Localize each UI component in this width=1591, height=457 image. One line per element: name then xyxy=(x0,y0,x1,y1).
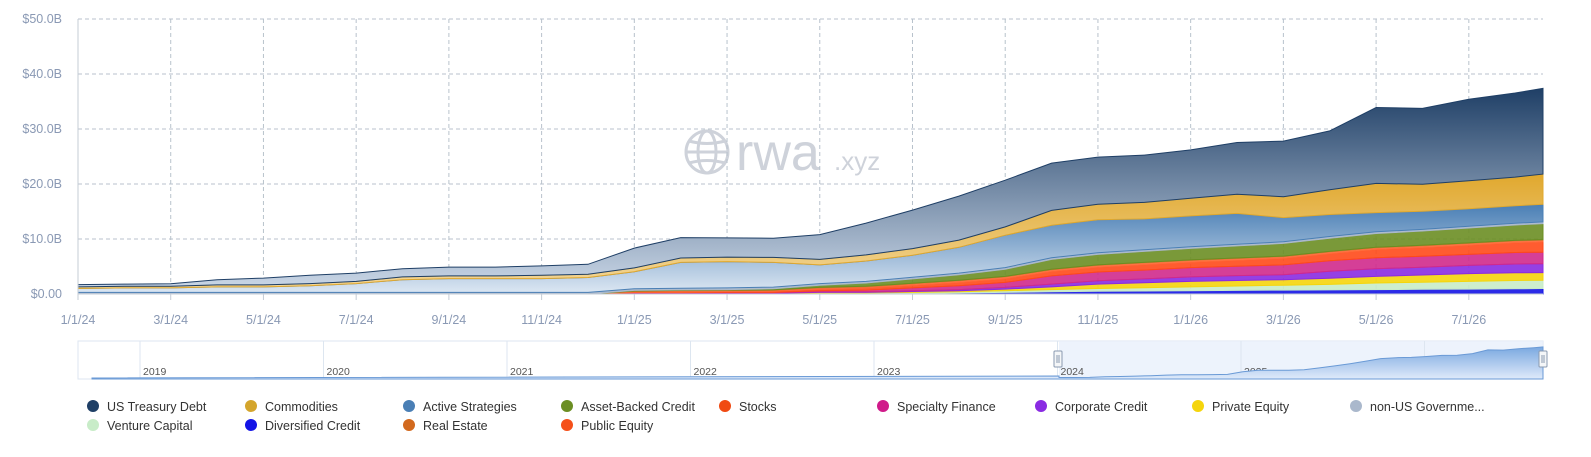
navigator-year-label: 2024 xyxy=(1061,366,1085,378)
legend-marker xyxy=(1035,400,1047,412)
legend-label: Public Equity xyxy=(581,419,654,433)
y-tick-label: $40.0B xyxy=(22,67,62,81)
legend-marker xyxy=(403,419,415,431)
legend-item-corporate-credit[interactable]: Corporate Credit xyxy=(1035,400,1148,414)
series-area-us-treasury-debt[interactable] xyxy=(77,87,1544,288)
x-tick-label: 1/1/24 xyxy=(61,313,96,327)
legend-marker xyxy=(877,400,889,412)
watermark-main: rwa xyxy=(736,124,820,182)
x-tick-label: 5/1/24 xyxy=(246,313,281,327)
legend-item-stocks[interactable]: Stocks xyxy=(719,400,777,414)
navigator-year-label: 2023 xyxy=(877,366,901,378)
y-tick-label: $20.0B xyxy=(22,177,62,191)
legend-item-diversified-credit[interactable]: Diversified Credit xyxy=(245,419,361,433)
legend-item-specialty-finance[interactable]: Specialty Finance xyxy=(877,400,996,414)
legend-label: Commodities xyxy=(265,400,338,414)
legend-marker xyxy=(87,400,99,412)
legend-label: Real Estate xyxy=(423,419,488,433)
legend-marker xyxy=(719,400,731,412)
legend-label: Stocks xyxy=(739,400,777,414)
navigator-handle-right[interactable] xyxy=(1538,350,1548,368)
x-tick-label: 7/1/25 xyxy=(895,313,930,327)
x-tick-label: 9/1/25 xyxy=(988,313,1023,327)
legend-item-asset-backed-credit[interactable]: Asset-Backed Credit xyxy=(561,400,695,414)
legend-marker xyxy=(1192,400,1204,412)
legend-marker xyxy=(87,419,99,431)
x-tick-label: 1/1/25 xyxy=(617,313,652,327)
watermark: rwa .xyz xyxy=(684,124,880,182)
legend-marker xyxy=(561,400,573,412)
navigator-series xyxy=(91,346,1544,380)
legend-label: US Treasury Debt xyxy=(107,400,207,414)
x-tick-label: 3/1/26 xyxy=(1266,313,1301,327)
y-tick-label: $30.0B xyxy=(22,122,62,136)
legend-item-venture-capital[interactable]: Venture Capital xyxy=(87,419,192,433)
x-tick-label: 5/1/26 xyxy=(1359,313,1394,327)
legend-item-private-equity[interactable]: Private Equity xyxy=(1192,400,1290,414)
navigator-year-label: 2022 xyxy=(694,366,718,378)
legend-item-public-equity[interactable]: Public Equity xyxy=(561,419,654,433)
y-axis: $0.00 $10.0B $20.0B $30.0B $40.0B $50.0B xyxy=(22,12,62,301)
watermark-sub: .xyz xyxy=(834,146,880,176)
legend: US Treasury Debt Commodities Active Strate… xyxy=(87,400,1485,433)
x-tick-label: 3/1/25 xyxy=(710,313,745,327)
navigator-year-label: 2021 xyxy=(510,366,534,378)
y-tick-label: $0.00 xyxy=(31,287,62,301)
legend-label: Venture Capital xyxy=(107,419,192,433)
x-axis: 1/1/24 3/1/24 5/1/24 7/1/24 9/1/24 11/1/24 1/1… xyxy=(61,19,1543,327)
legend-label: Private Equity xyxy=(1212,400,1290,414)
legend-marker xyxy=(245,400,257,412)
legend-label: Active Strategies xyxy=(423,400,517,414)
legend-marker xyxy=(245,419,257,431)
legend-label: Specialty Finance xyxy=(897,400,996,414)
legend-label: Corporate Credit xyxy=(1055,400,1148,414)
x-tick-label: 3/1/24 xyxy=(153,313,188,327)
legend-item-non-us-governme[interactable]: non-US Governme... xyxy=(1350,400,1485,414)
x-tick-label: 11/1/24 xyxy=(521,313,562,327)
legend-label: non-US Governme... xyxy=(1370,400,1485,414)
legend-item-active-strategies[interactable]: Active Strategies xyxy=(403,400,517,414)
globe-icon xyxy=(684,129,730,175)
legend-marker xyxy=(403,400,415,412)
x-tick-label: 1/1/26 xyxy=(1173,313,1208,327)
x-tick-label: 9/1/24 xyxy=(432,313,467,327)
legend-item-commodities[interactable]: Commodities xyxy=(245,400,338,414)
navigator-year-label: 2020 xyxy=(327,366,351,378)
legend-marker xyxy=(561,419,573,431)
range-navigator[interactable]: 20192020202120222023202420252026 xyxy=(77,340,1548,380)
legend-item-us-treasury-debt[interactable]: US Treasury Debt xyxy=(87,400,207,414)
navigator-handle-left[interactable] xyxy=(1053,350,1063,368)
x-tick-label: 5/1/25 xyxy=(802,313,837,327)
legend-item-real-estate[interactable]: Real Estate xyxy=(403,419,488,433)
series-areas xyxy=(77,87,1544,295)
x-tick-label: 7/1/26 xyxy=(1451,313,1486,327)
y-tick-label: $50.0B xyxy=(22,12,62,26)
x-tick-label: 11/1/25 xyxy=(1078,313,1119,327)
legend-marker xyxy=(1350,400,1362,412)
legend-label: Diversified Credit xyxy=(265,419,361,433)
navigator-year-label: 2019 xyxy=(143,366,167,378)
y-tick-label: $10.0B xyxy=(22,232,62,246)
x-tick-label: 7/1/24 xyxy=(339,313,374,327)
legend-label: Asset-Backed Credit xyxy=(581,400,695,414)
